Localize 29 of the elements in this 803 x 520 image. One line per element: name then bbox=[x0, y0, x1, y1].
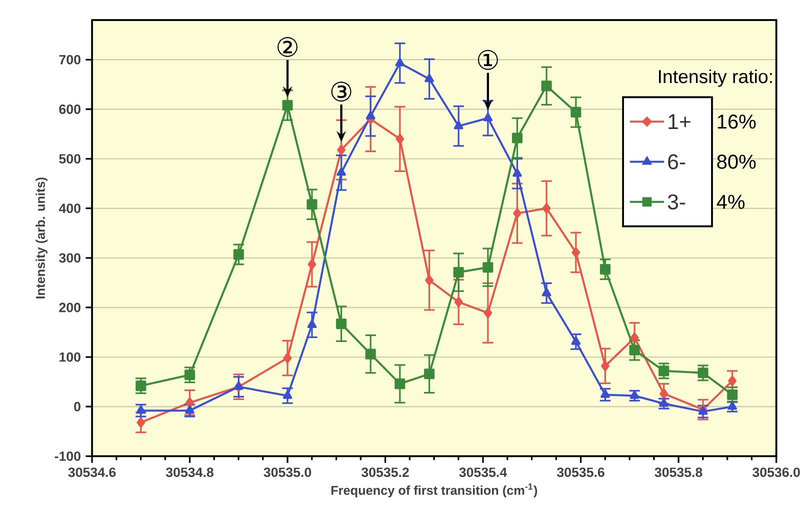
annotation: ① bbox=[478, 50, 498, 70]
x-tick-label: 30535.6 bbox=[556, 467, 604, 477]
x-tick-label: 30535.8 bbox=[654, 467, 702, 477]
legend-label: 1+ bbox=[668, 114, 690, 129]
y-tick-label: 600 bbox=[59, 104, 80, 114]
y-tick-label: 700 bbox=[59, 54, 80, 64]
x-tick-label: 30534.8 bbox=[166, 467, 214, 477]
y-tick-label: 0 bbox=[74, 402, 80, 412]
x-tick-label: 30535.0 bbox=[264, 467, 312, 477]
x-tick-label: 30535.2 bbox=[362, 467, 409, 477]
y-tick-label: -100 bbox=[54, 451, 80, 461]
legend-label: 3- bbox=[668, 194, 686, 210]
x-tick-label: 30535.4 bbox=[459, 467, 508, 477]
y-axis-title: Intensity (arb. units) bbox=[36, 177, 48, 298]
y-tick-label: 100 bbox=[60, 352, 80, 362]
annotation: 4% bbox=[716, 194, 745, 209]
y-tick-label: 500 bbox=[59, 154, 80, 164]
x-tick-label: 30536.0 bbox=[752, 467, 800, 477]
x-tick-label: 30534.6 bbox=[68, 467, 116, 477]
annotation: 80% bbox=[717, 154, 756, 169]
annotation: ② bbox=[278, 36, 298, 57]
x-axis-title: Frequency of first transition (cm$^{-1}$) bbox=[331, 483, 538, 498]
legend-title: Intensity ratio: bbox=[659, 69, 772, 87]
y-tick-label: 300 bbox=[59, 253, 80, 263]
annotation: 16% bbox=[718, 114, 756, 129]
legend-label: 6- bbox=[668, 154, 686, 170]
y-tick-label: 200 bbox=[59, 302, 80, 312]
annotation: ③ bbox=[331, 82, 352, 102]
y-tick-label: 400 bbox=[58, 204, 80, 213]
